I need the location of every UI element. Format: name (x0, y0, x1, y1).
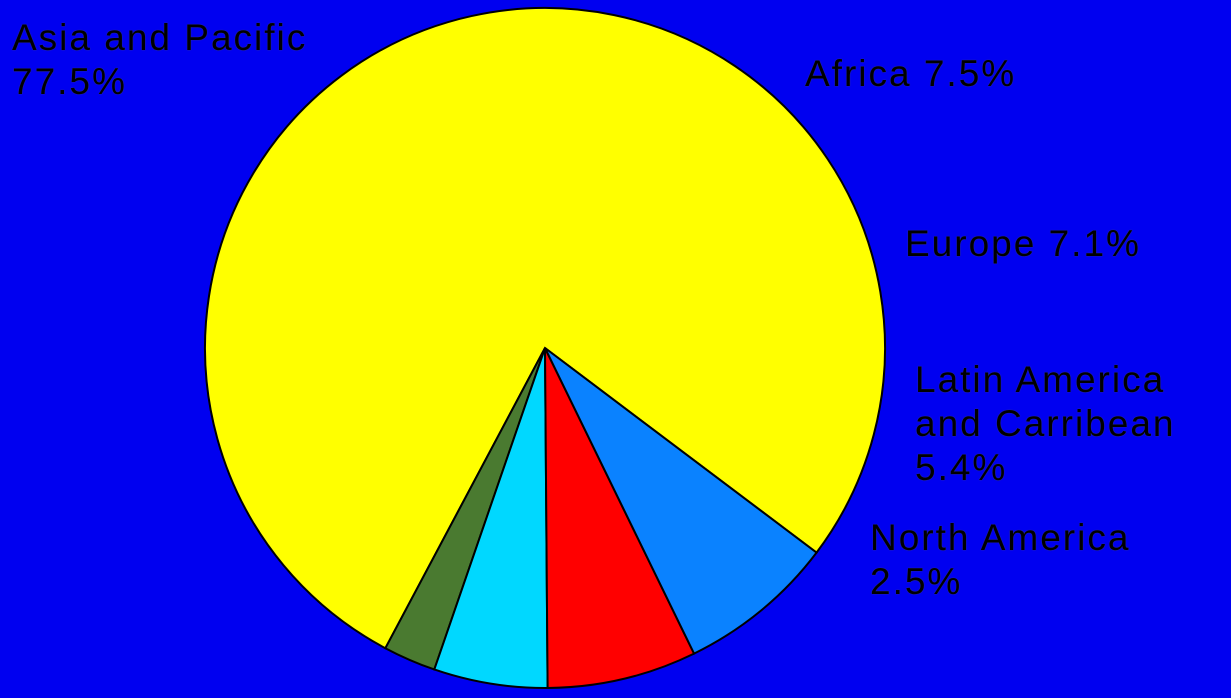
label-africa: Africa 7.5% (805, 53, 1017, 94)
label-europe: Europe 7.1% (905, 223, 1141, 264)
label-latin-america-and-carribean: Latin America and Carribean 5.4% (915, 359, 1176, 488)
pie-slice-africa (544, 347, 818, 655)
pie-slice-europe (544, 347, 696, 689)
label-asia-and-pacific: Asia and Pacific 77.5% (12, 17, 308, 102)
pie-slice-asia-and-pacific (204, 7, 886, 650)
label-north-america: North America 2.5% (870, 517, 1131, 602)
